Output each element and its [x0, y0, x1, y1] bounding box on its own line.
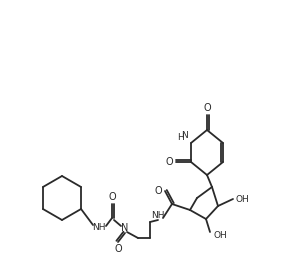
Text: H: H — [177, 133, 183, 141]
Text: N: N — [121, 223, 129, 233]
Text: O: O — [108, 192, 116, 202]
Text: OH: OH — [235, 194, 249, 203]
Text: O: O — [114, 244, 122, 254]
Text: OH: OH — [213, 232, 227, 240]
Text: O: O — [165, 157, 173, 167]
Text: O: O — [203, 103, 211, 113]
Text: O: O — [154, 186, 162, 196]
Text: NH: NH — [151, 210, 165, 220]
Text: NH: NH — [92, 223, 106, 232]
Text: N: N — [182, 131, 188, 141]
